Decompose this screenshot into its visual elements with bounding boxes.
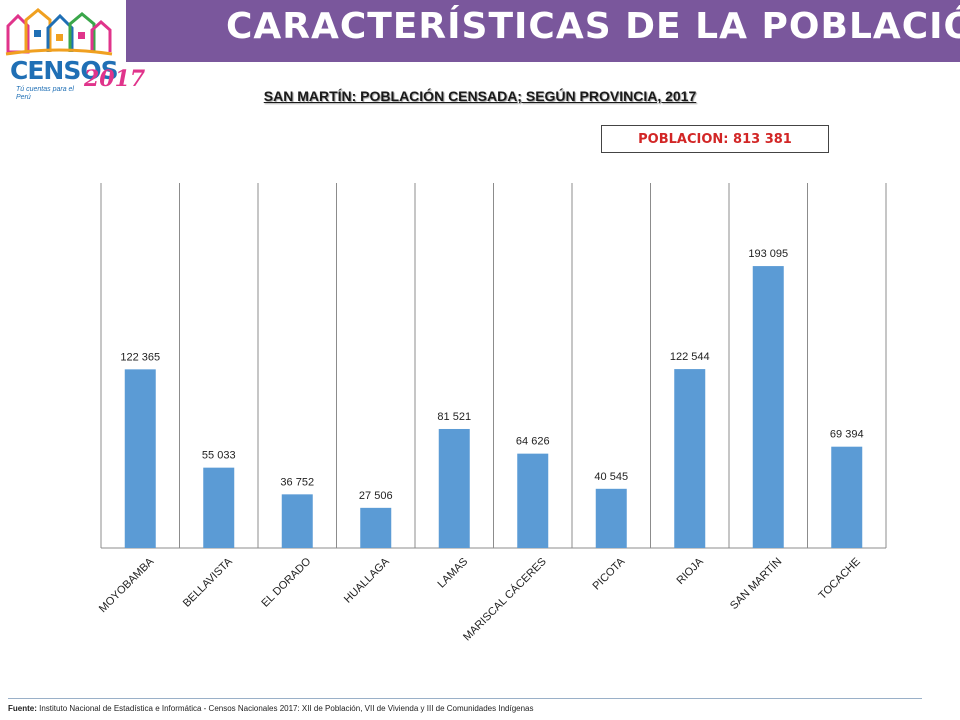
category-label: MARISCAL CÁCERES	[460, 555, 548, 643]
data-label: 122 544	[670, 351, 710, 363]
footer-text: Instituto Nacional de Estadística e Info…	[39, 704, 534, 713]
logo-censos-text: CENSOS	[10, 56, 119, 85]
bar	[674, 369, 706, 548]
houses-logo-icon	[5, 8, 113, 56]
data-label: 64 626	[516, 436, 550, 448]
bar	[438, 428, 470, 548]
population-total-box: POBLACION: 813 381	[601, 125, 829, 153]
bar	[595, 488, 627, 548]
data-label: 27 506	[359, 490, 393, 502]
chart-title: SAN MARTÍN: POBLACIÓN CENSADA; SEGÚN PRO…	[263, 88, 697, 104]
bar	[281, 494, 313, 548]
category-label: MOYOBAMBA	[97, 555, 157, 615]
data-label: 193 095	[748, 248, 788, 260]
bar-chart: 122 365 MOYOBAMBA 55 033 BELLAVISTA 36 752 EL…	[97, 183, 887, 643]
footer-label: Fuente:	[8, 704, 37, 713]
page-title: CARACTERÍSTICAS DE LA POBLACIÓN	[226, 6, 960, 47]
category-label: BELLAVISTA	[181, 555, 235, 609]
bar	[517, 453, 549, 548]
censos-logo: CENSOS 2017 Tú cuentas para el Perú	[0, 0, 145, 132]
category-label: EL DORADO	[259, 555, 313, 609]
data-label: 40 545	[594, 471, 628, 483]
data-label: 36 752	[280, 476, 314, 488]
footer-source: Fuente: Instituto Nacional de Estadístic…	[8, 704, 534, 713]
population-value: 813 381	[733, 132, 792, 147]
bar	[360, 507, 392, 548]
category-label: SAN MARTÍN	[727, 555, 784, 612]
bar	[203, 467, 235, 548]
bar	[124, 369, 156, 548]
data-label: 55 033	[202, 450, 236, 462]
population-label: POBLACION:	[638, 132, 729, 147]
logo-year-text: 2017	[84, 66, 146, 92]
category-label: HUALLAGA	[342, 555, 392, 605]
data-label: 69 394	[830, 429, 864, 441]
category-label: RIOJA	[674, 555, 706, 587]
category-label: PICOTA	[591, 555, 628, 592]
data-label: 122 365	[120, 351, 160, 363]
bar	[831, 446, 863, 548]
header-band	[0, 0, 960, 62]
data-label: 81 521	[437, 411, 471, 423]
logo-tagline: Tú cuentas para el Perú	[16, 86, 74, 101]
category-label: LAMAS	[436, 556, 471, 591]
category-label: TOCACHE	[816, 556, 862, 602]
bar	[752, 266, 784, 548]
footer-divider	[8, 698, 922, 699]
